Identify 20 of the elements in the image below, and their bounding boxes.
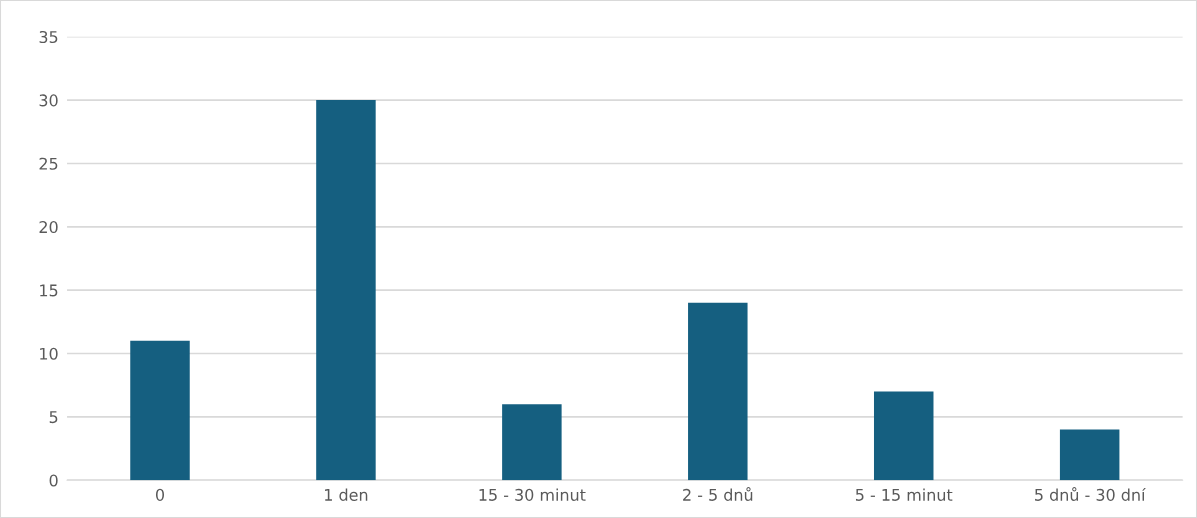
bar	[130, 340, 190, 481]
y-tick-label: 25	[39, 157, 58, 170]
y-tick-label: 5	[49, 411, 58, 424]
bar	[316, 100, 376, 481]
y-tick-label: 0	[49, 474, 58, 487]
y-tick-label: 35	[39, 30, 58, 44]
x-tick-label: 15 - 30 minut	[479, 488, 586, 501]
x-tick-label: 0	[155, 488, 165, 501]
x-tick-label: 5 dnů - 30 dní	[1035, 487, 1146, 501]
x-tick-label: 2 - 5 dnů	[683, 487, 753, 501]
y-tick-label: 10	[40, 347, 58, 360]
y-tick-label: 30	[39, 94, 58, 107]
bar	[688, 302, 748, 481]
x-tick-label: 1 den	[325, 488, 368, 501]
bar	[1059, 429, 1120, 481]
x-tick-label: 5 - 15 minut	[855, 488, 953, 501]
y-tick-label: 20	[39, 221, 58, 234]
bar	[502, 404, 562, 481]
bar	[873, 391, 934, 481]
y-tick-label: 15	[40, 284, 58, 297]
